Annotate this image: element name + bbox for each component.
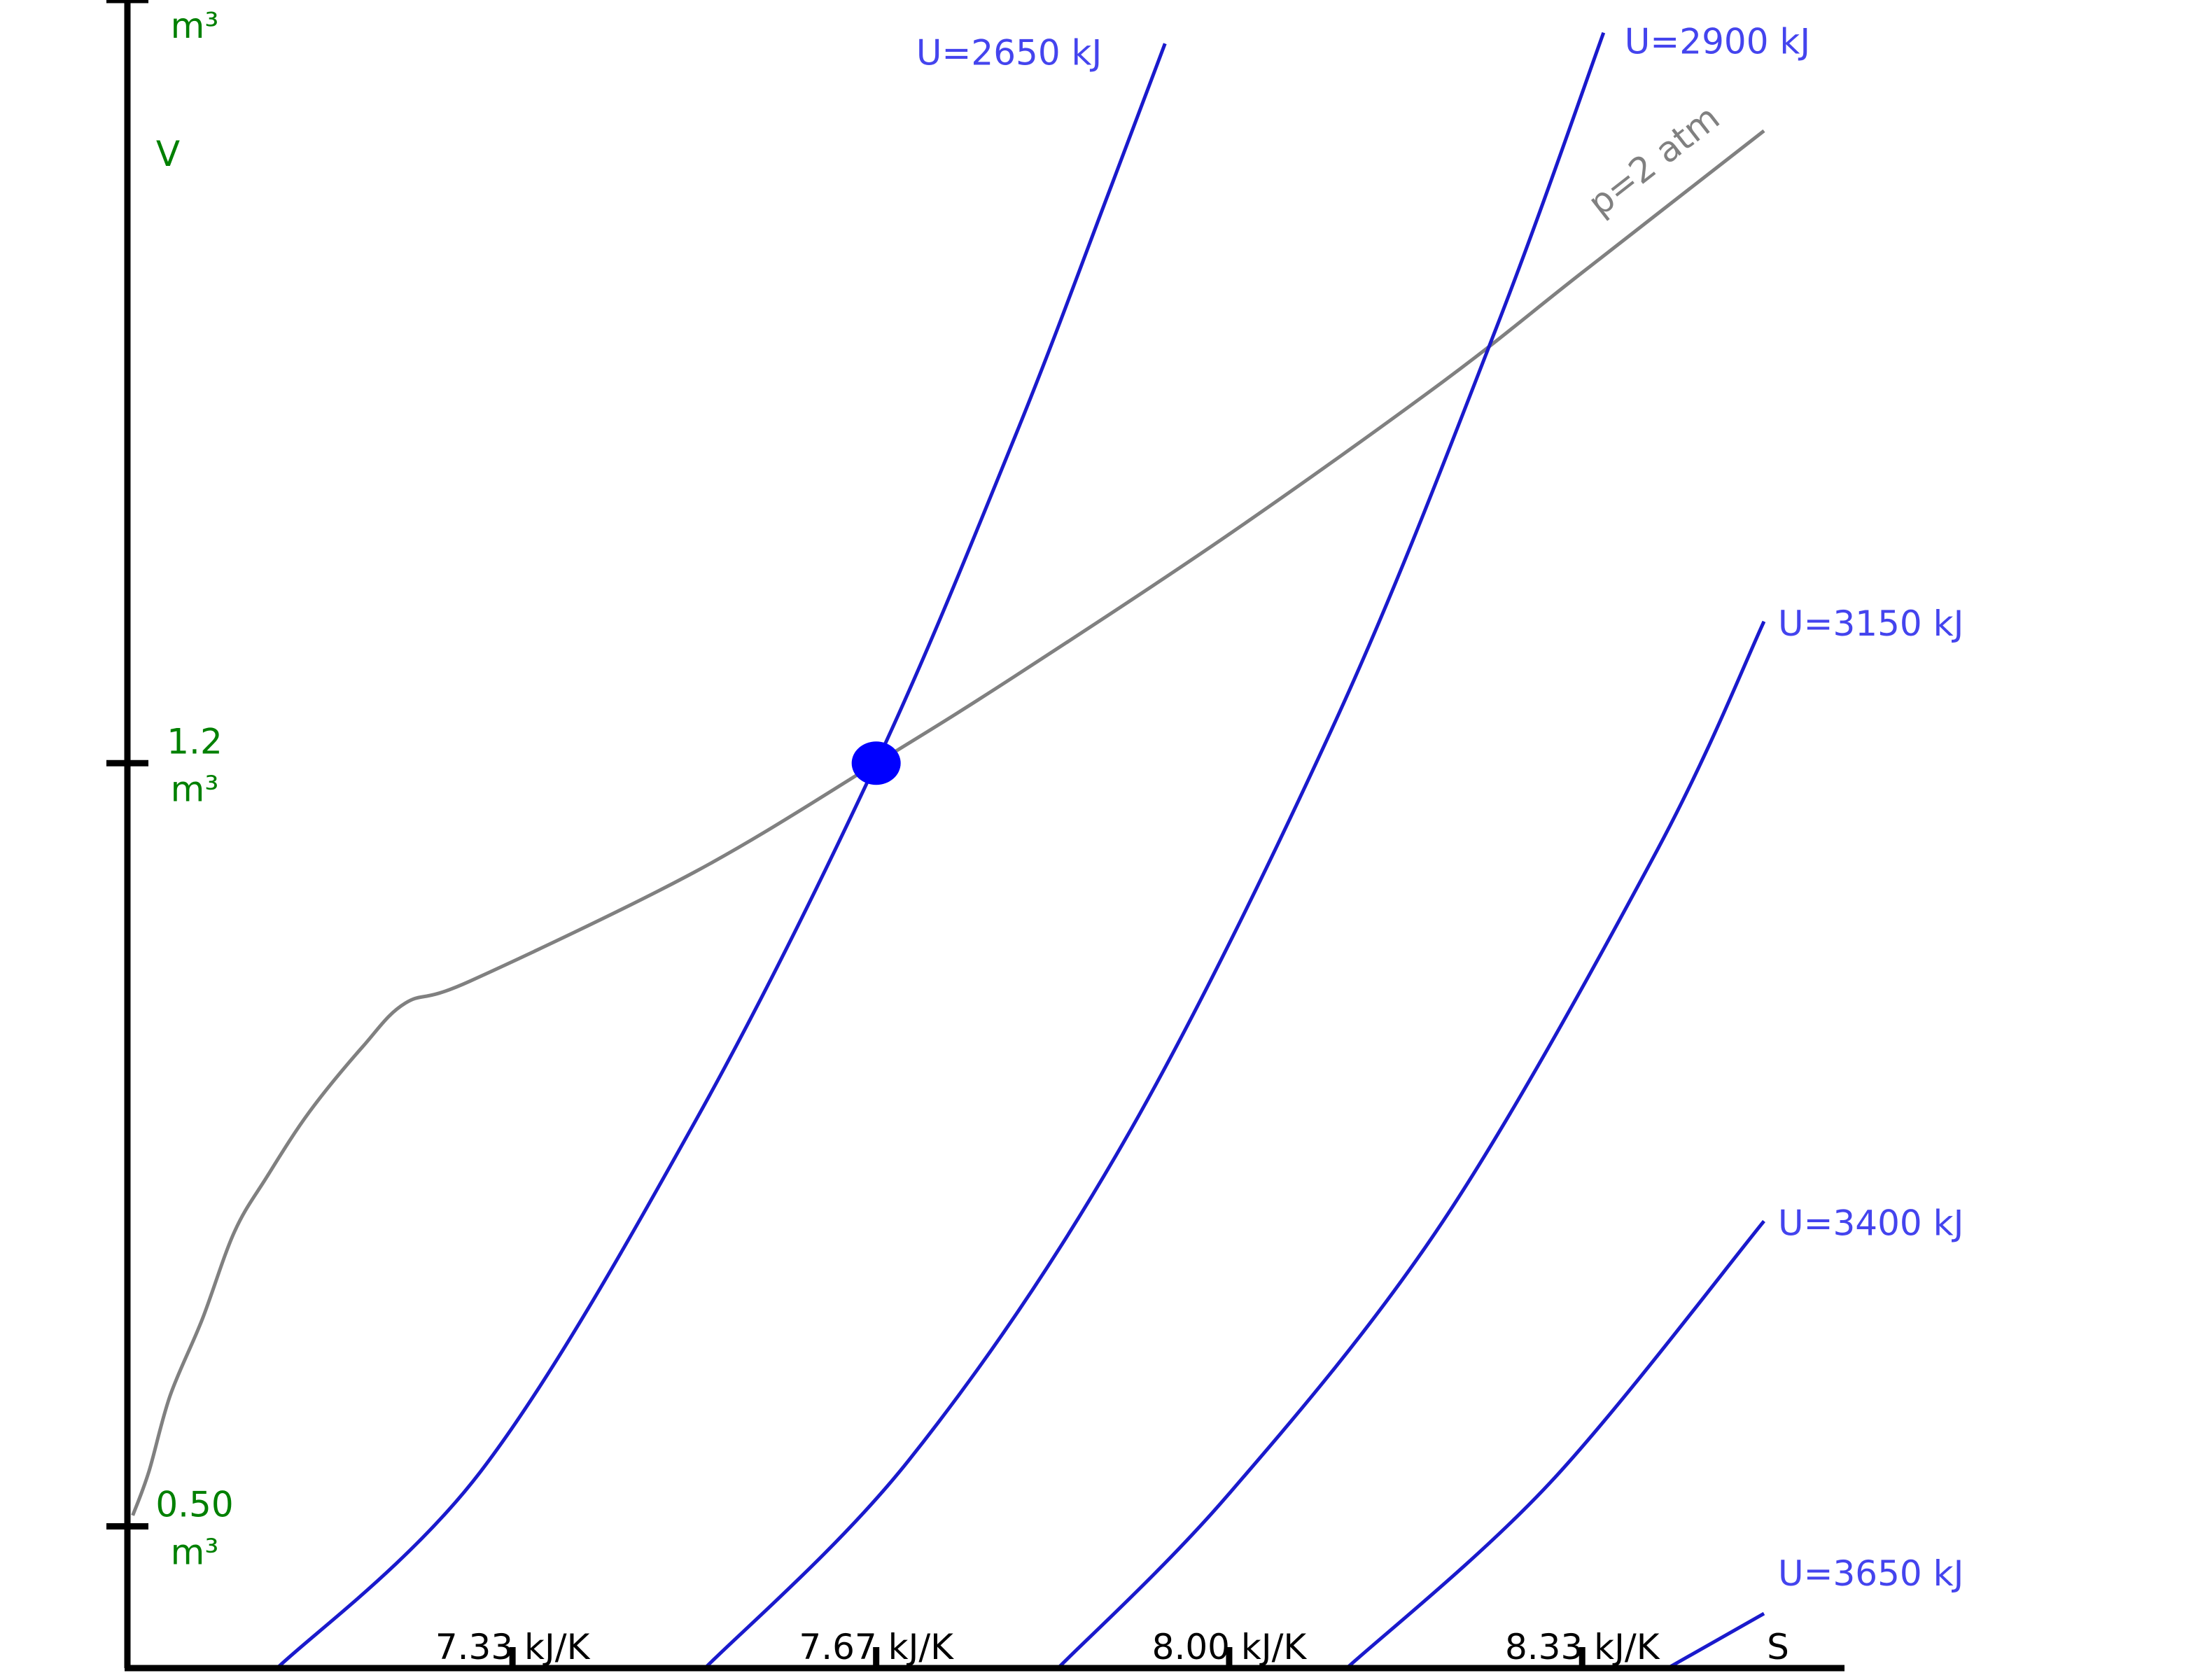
axes-layer (106, 0, 1844, 1672)
x-tick-label-1: 7.67 kJ/K (799, 1627, 954, 1667)
y-tick-label-1: 1.2 (167, 721, 223, 762)
x-tick-label-2: 8.00 kJ/K (1152, 1627, 1308, 1667)
x-tick-label-0: 7.33 kJ/K (435, 1627, 591, 1667)
isobar-label: p=2 atm (1581, 97, 1727, 224)
curves-layer (131, 31, 1766, 1670)
isobar-line (131, 129, 1765, 1516)
x-tick-label-3: 8.33 kJ/K (1505, 1627, 1660, 1667)
labels-layer: 7.33 kJ/K 7.67 kJ/K 8.00 kJ/K 8.33 kJ/K 0.50… (155, 6, 1963, 1667)
isoenergy-line-3 (1345, 1219, 1765, 1670)
isoenergy-line-4 (1667, 1611, 1765, 1670)
y-axis-label: V (156, 134, 180, 174)
y-tick-unit-2: m³ (171, 6, 219, 46)
isoenergy-label-4: U=3650 kJ (1778, 1553, 1963, 1594)
isoenergy-label-1: U=2900 kJ (1625, 22, 1810, 62)
isoenergy-line-0 (276, 43, 1167, 1670)
isoenergy-line-1 (704, 31, 1606, 1670)
isoenergy-line-2 (1056, 620, 1766, 1670)
isoenergy-label-3: U=3400 kJ (1778, 1203, 1963, 1243)
y-tick-label-0: 0.50 (155, 1485, 233, 1525)
isoenergy-label-2: U=3150 kJ (1778, 603, 1963, 644)
x-axis-label: S (1767, 1627, 1789, 1667)
y-tick-unit-0: m³ (171, 1532, 219, 1573)
isoenergy-label-0: U=2650 kJ (916, 32, 1102, 73)
y-tick-unit-1: m³ (171, 769, 219, 809)
state-point-marker[interactable] (851, 741, 901, 785)
